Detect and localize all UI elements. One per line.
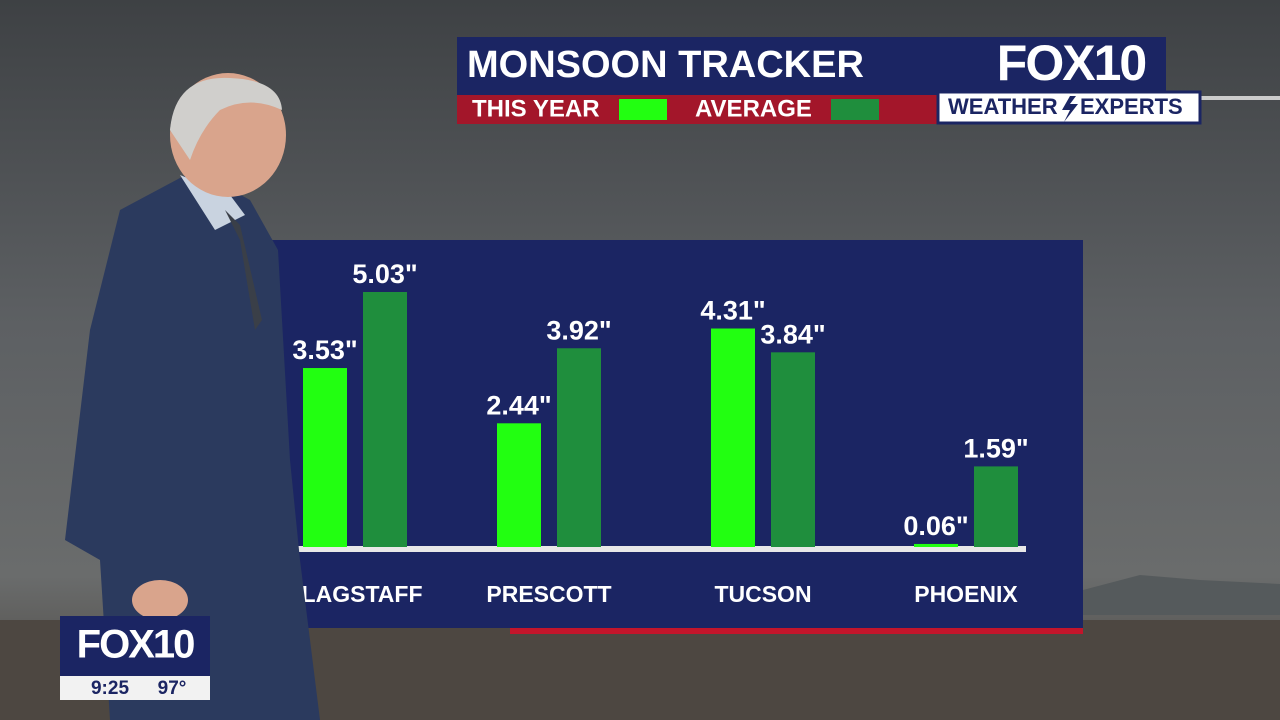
x-tick-label: PRESCOTT: [486, 581, 611, 607]
panel-accent: [510, 628, 1083, 634]
bar: [363, 292, 407, 547]
bug-logo: FOX10: [77, 623, 194, 667]
logo: FOX10: [997, 35, 1146, 91]
x-tick-label: FLAGSTAFF: [288, 581, 423, 607]
legend-swatch: [831, 99, 879, 120]
header-bar: [457, 37, 1166, 95]
data-label: 3.53": [292, 335, 357, 365]
bug-time: 9:25: [91, 678, 129, 699]
data-label: 3.92": [546, 315, 611, 345]
accent-line: [1200, 96, 1280, 100]
legend-label: THIS YEAR: [472, 95, 600, 122]
legend-label: AVERAGE: [695, 95, 812, 122]
mountains: [1083, 575, 1280, 615]
bar: [497, 423, 541, 547]
bolt-icon: [1062, 96, 1078, 122]
bug-strip: [60, 676, 210, 700]
bar: [557, 348, 601, 547]
tagline: EXPERTS: [1080, 94, 1183, 119]
tagline: WEATHER: [948, 94, 1058, 119]
bar: [303, 368, 347, 547]
bar: [711, 328, 755, 547]
data-label: 2.44": [486, 390, 551, 420]
bar: [974, 466, 1018, 547]
baseline: [288, 546, 1026, 552]
data-label: 5.03": [352, 259, 417, 289]
bug-temperature: 97°: [158, 678, 187, 699]
presenter: [65, 73, 320, 720]
data-label: 3.84": [760, 319, 825, 349]
data-label: 4.31": [700, 296, 765, 326]
legend-swatch: [619, 99, 667, 120]
bug-box: [60, 616, 210, 676]
bar: [914, 543, 958, 547]
bar: [771, 352, 815, 547]
chart-title: MONSOON TRACKER: [467, 44, 864, 86]
x-tick-label: TUCSON: [714, 581, 811, 607]
x-tick-label: PHOENIX: [914, 581, 1018, 607]
data-label: 1.59": [963, 434, 1028, 464]
data-label: 0.06": [903, 511, 968, 541]
